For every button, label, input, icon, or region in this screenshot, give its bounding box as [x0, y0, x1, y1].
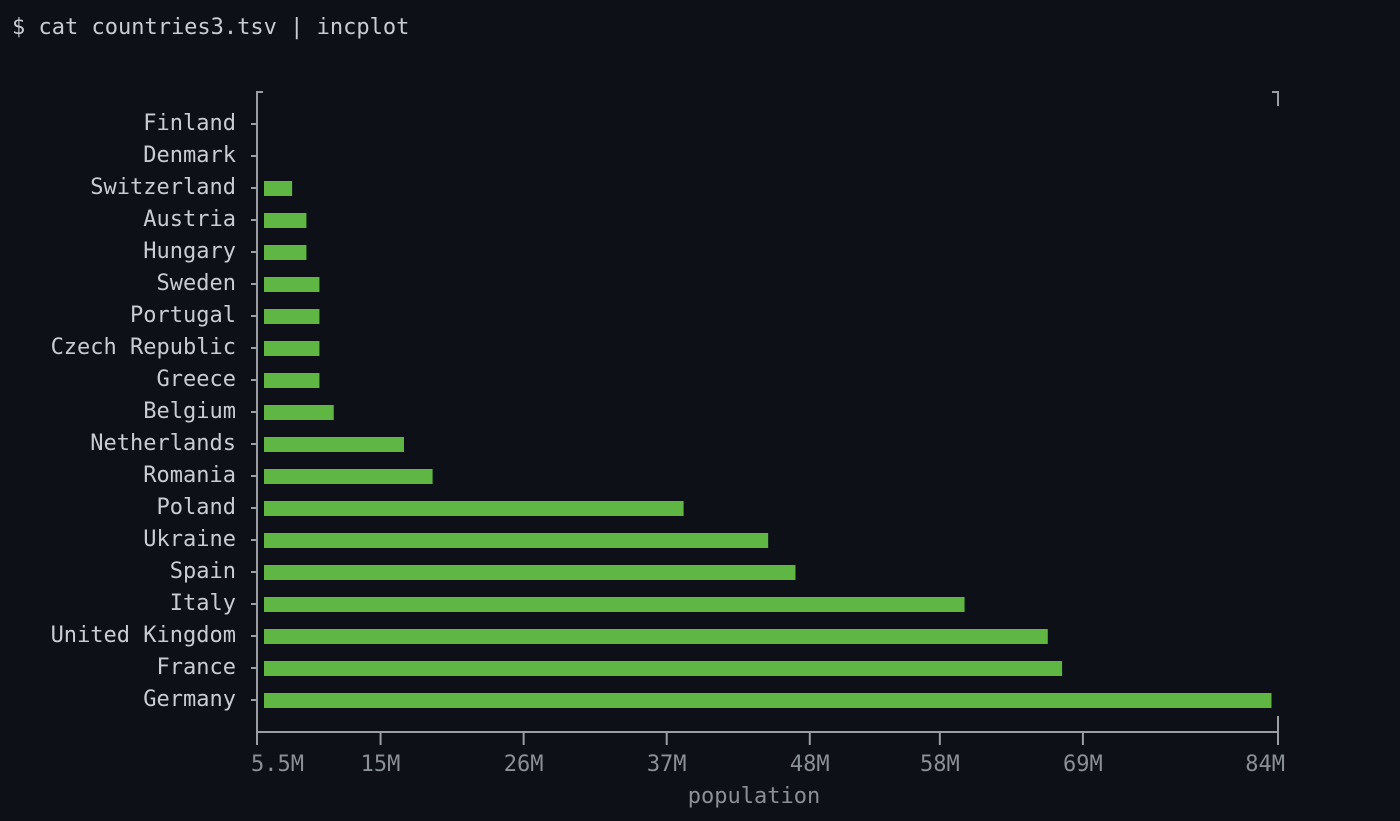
y-tick-label: Spain	[170, 559, 236, 584]
x-tick-label: 26M	[504, 752, 544, 777]
bar	[264, 213, 307, 228]
y-tick-label: Netherlands	[90, 431, 236, 456]
bar	[264, 629, 1048, 644]
x-tick-label: 15M	[361, 752, 401, 777]
y-tick-label: Switzerland	[90, 175, 236, 200]
y-tick-label: Germany	[143, 687, 236, 712]
bar	[264, 501, 684, 516]
bar	[264, 181, 293, 196]
y-tick-label: Czech Republic	[51, 335, 236, 360]
bar	[264, 277, 320, 292]
y-tick-label: Hungary	[143, 239, 236, 264]
y-tick-label: United Kingdom	[51, 623, 236, 648]
y-tick-label: Belgium	[143, 399, 236, 424]
x-tick-label: 5.5M	[251, 752, 304, 777]
bar	[264, 661, 1063, 676]
bar	[264, 565, 796, 580]
y-tick-label: Greece	[157, 367, 236, 392]
bar	[264, 693, 1272, 708]
y-tick-label: France	[157, 655, 236, 680]
x-axis	[257, 716, 1279, 733]
y-tick-label: Poland	[157, 495, 236, 520]
x-tick-label: 48M	[790, 752, 830, 777]
y-tick-label: Romania	[143, 463, 236, 488]
corner-mark	[1272, 91, 1279, 106]
x-tick-label: 69M	[1063, 752, 1103, 777]
bar	[264, 533, 769, 548]
bar	[264, 341, 320, 356]
bar	[264, 437, 404, 452]
bar	[264, 469, 433, 484]
y-axis	[256, 91, 263, 732]
x-tick-label: 58M	[920, 752, 960, 777]
command-line: $ cat countries3.tsv | incplot	[12, 15, 409, 40]
bar	[264, 405, 334, 420]
x-tick-label: 37M	[647, 752, 687, 777]
x-axis-label: population	[688, 784, 820, 809]
y-tick-label: Portugal	[130, 303, 236, 328]
x-tick-label: 84M	[1245, 752, 1285, 777]
y-tick-label: Ukraine	[143, 527, 236, 552]
bar	[264, 309, 320, 324]
y-tick-label: Austria	[143, 207, 236, 232]
y-tick-label: Italy	[170, 591, 236, 616]
bar	[264, 597, 965, 612]
y-tick-label: Finland	[143, 111, 236, 136]
bar	[264, 373, 320, 388]
y-tick-label: Sweden	[157, 271, 236, 296]
y-tick-label: Denmark	[143, 143, 236, 168]
bar	[264, 245, 307, 260]
